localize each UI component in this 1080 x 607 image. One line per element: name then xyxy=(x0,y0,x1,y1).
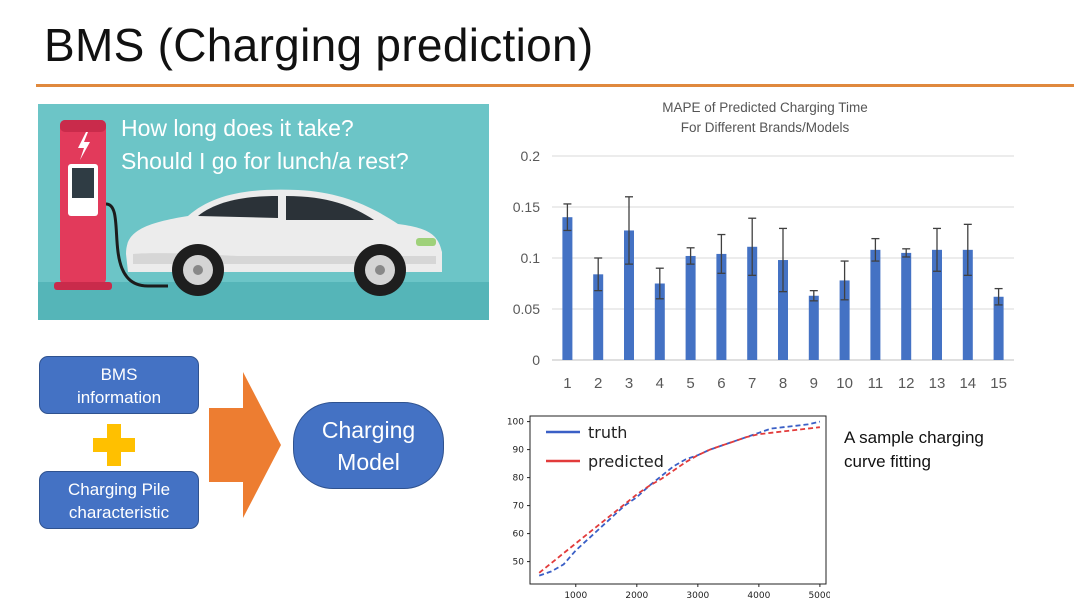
bar-mark xyxy=(839,280,850,360)
bar-x-tick-label: 2 xyxy=(594,375,602,392)
bar-x-tick-label: 8 xyxy=(779,375,787,392)
model-box-line2: Model xyxy=(337,449,400,475)
bar-y-tick-label: 0.2 xyxy=(521,148,541,164)
bar-mark xyxy=(716,253,727,360)
caption-line2: curve fitting xyxy=(844,452,931,471)
line-x-tick-label: 2000 xyxy=(625,591,648,601)
bar-mark xyxy=(962,249,973,360)
bar-mark xyxy=(747,246,758,360)
curve-caption: A sample charging curve fitting xyxy=(844,426,984,474)
legend-label: predicted xyxy=(588,452,664,471)
line-x-tick-label: 5000 xyxy=(808,591,830,601)
line-y-tick-label: 90 xyxy=(513,446,525,456)
bar-y-tick-label: 0.05 xyxy=(513,301,540,317)
bar-x-tick-label: 1 xyxy=(563,375,571,392)
bar-chart-title-line2: For Different Brands/Models xyxy=(681,120,850,135)
title-divider xyxy=(36,84,1074,87)
bar-mark xyxy=(593,274,604,360)
bms-box-line1: BMS xyxy=(100,365,138,384)
bms-box-line2: information xyxy=(76,388,162,407)
line-plot-frame xyxy=(529,415,827,585)
bar-x-tick-label: 3 xyxy=(625,375,633,392)
plus-icon xyxy=(93,424,135,466)
line-y-tick-label: 60 xyxy=(513,530,525,540)
line-x-tick-label: 1000 xyxy=(564,591,587,601)
pile-box-line1: Charging Pile xyxy=(67,480,171,499)
bar-chart-title-line1: MAPE of Predicted Charging Time xyxy=(662,100,868,115)
mape-bar-chart: MAPE of Predicted Charging Time For Diff… xyxy=(513,100,1014,392)
bar-x-tick-label: 6 xyxy=(717,375,725,392)
line-x-tick-label: 3000 xyxy=(686,591,709,601)
bar-y-tick-label: 0.1 xyxy=(521,250,541,266)
bar-x-tick-label: 14 xyxy=(959,375,976,392)
bar-x-tick-label: 13 xyxy=(929,375,946,392)
bar-mark xyxy=(562,217,573,360)
bar-mark xyxy=(685,255,696,360)
charging-car-image xyxy=(38,104,489,320)
bar-mark xyxy=(808,295,819,360)
bar-mark xyxy=(624,230,634,360)
hero-question-line1: How long does it take? xyxy=(121,115,354,141)
line-x-tick-label: 4000 xyxy=(747,591,770,601)
line-y-tick-label: 70 xyxy=(513,502,525,512)
model-box-line1: Charging xyxy=(321,417,416,443)
bar-mark xyxy=(901,252,912,360)
bar-x-tick-label: 5 xyxy=(686,375,694,392)
bar-mark xyxy=(932,249,942,360)
charging-model-box: Charging Model xyxy=(293,402,444,489)
line-y-tick-label: 100 xyxy=(507,418,524,428)
bar-mark xyxy=(993,296,1004,360)
slide-title: BMS (Charging prediction) xyxy=(44,19,594,71)
bar-x-tick-label: 10 xyxy=(836,375,853,392)
pile-box-line2: characteristic xyxy=(68,503,170,522)
hero-question-line2: Should I go for lunch/a rest? xyxy=(121,148,409,174)
bar-x-tick-label: 7 xyxy=(748,375,756,392)
line-series-truth xyxy=(538,420,821,577)
hero-question: How long does it take? Should I go for l… xyxy=(121,112,409,178)
bar-y-tick-label: 0 xyxy=(532,352,540,368)
hero-illustration: How long does it take? Should I go for l… xyxy=(38,104,489,320)
bar-mark xyxy=(778,260,788,360)
bar-x-tick-label: 4 xyxy=(656,375,664,392)
line-y-tick-label: 50 xyxy=(513,558,525,568)
line-y-tick-label: 80 xyxy=(513,474,525,484)
caption-line1: A sample charging xyxy=(844,428,984,447)
bar-x-tick-label: 11 xyxy=(868,375,884,392)
bar-x-tick-label: 9 xyxy=(810,375,818,392)
bms-information-box: BMS information xyxy=(39,356,199,414)
bar-mark xyxy=(870,249,881,360)
flow-arrow-icon xyxy=(209,372,281,518)
legend-label: truth xyxy=(588,423,627,442)
charging-curve-chart: 50 60 70 80 90 100 1000 2000 3000 4000 5000 truth p… xyxy=(507,415,830,601)
bar-x-tick-label: 15 xyxy=(990,375,1007,392)
line-series-predicted xyxy=(538,426,821,574)
bar-mark xyxy=(654,283,665,360)
bar-y-tick-label: 0.15 xyxy=(513,199,540,215)
bar-x-tick-label: 12 xyxy=(898,375,915,392)
charging-pile-box: Charging Pile characteristic xyxy=(39,471,199,529)
